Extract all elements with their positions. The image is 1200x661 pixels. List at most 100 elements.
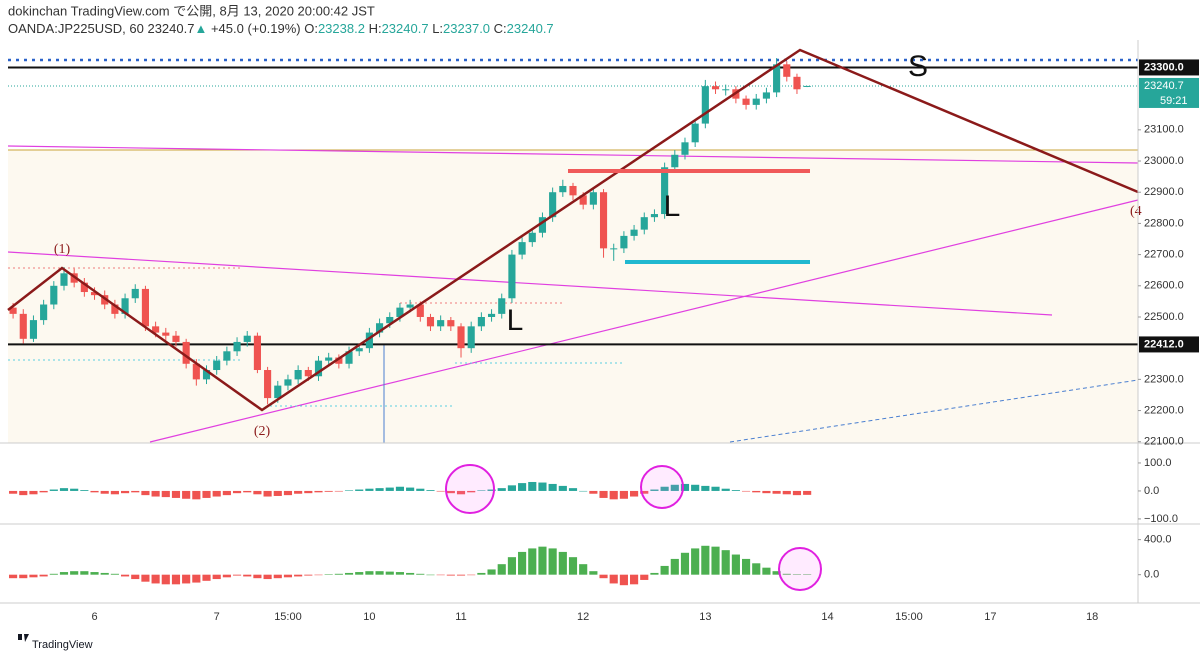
candle-body bbox=[294, 370, 302, 380]
candle-body bbox=[671, 154, 679, 168]
histogram-bar bbox=[711, 486, 720, 491]
histogram-bar bbox=[650, 572, 659, 575]
x-tick-label: 14 bbox=[821, 611, 833, 623]
change: +45.0 (+0.19%) bbox=[211, 21, 301, 36]
candle-body bbox=[711, 86, 720, 90]
histogram-bar bbox=[497, 488, 506, 491]
histogram-bar bbox=[141, 574, 150, 582]
ohlc-k: O: bbox=[304, 21, 318, 36]
histogram-bar bbox=[680, 552, 690, 575]
histogram-bar bbox=[232, 490, 242, 494]
candle-body bbox=[599, 192, 608, 249]
histogram-bar bbox=[416, 488, 425, 491]
histogram-bar bbox=[518, 551, 527, 575]
histogram-bar bbox=[731, 490, 740, 491]
histogram-bar bbox=[609, 574, 618, 584]
histogram-bar bbox=[752, 563, 761, 575]
histogram-bar bbox=[558, 551, 567, 575]
y-tick-label: 400.0 bbox=[1144, 534, 1172, 546]
histogram-bar bbox=[192, 490, 201, 500]
candle-body bbox=[406, 304, 414, 308]
histogram-bar bbox=[762, 490, 771, 494]
histogram-bar bbox=[619, 490, 628, 499]
histogram-bar bbox=[283, 574, 293, 578]
histogram-bar bbox=[182, 490, 191, 499]
histogram-bar bbox=[121, 490, 130, 494]
y-tick-label: 22600.0 bbox=[1144, 280, 1184, 292]
trend-line bbox=[7, 145, 1139, 164]
histogram-bar bbox=[59, 572, 69, 575]
ohlc-v: 23240.7 bbox=[382, 21, 429, 36]
candle-body bbox=[803, 85, 811, 87]
candle-body bbox=[681, 142, 689, 155]
candle-body bbox=[213, 360, 221, 371]
wave-line bbox=[7, 48, 1139, 412]
histogram-bar bbox=[202, 490, 211, 498]
histogram-bar bbox=[395, 486, 405, 491]
histogram-bar bbox=[212, 574, 221, 580]
histogram-bar bbox=[80, 490, 89, 491]
logo bbox=[8, 634, 29, 642]
histogram-bar bbox=[701, 545, 710, 575]
histogram-bar bbox=[579, 564, 588, 575]
histogram-bar bbox=[324, 574, 333, 575]
candle-body bbox=[172, 335, 180, 342]
y-tick-label: 23100.0 bbox=[1144, 124, 1184, 136]
y-tick-label: 22300.0 bbox=[1144, 373, 1184, 385]
candle-body bbox=[355, 348, 363, 352]
annotation: S bbox=[908, 50, 928, 83]
histogram-bar bbox=[711, 546, 720, 575]
histogram-bar bbox=[39, 574, 48, 577]
wave-label: (1) bbox=[54, 242, 71, 257]
x-tick-label: 6 bbox=[91, 611, 97, 623]
histogram-bar bbox=[365, 488, 374, 491]
histogram-bar bbox=[171, 574, 181, 585]
histogram-bar bbox=[406, 487, 415, 491]
histogram-bar bbox=[670, 558, 679, 575]
x-tick-label: 15:00 bbox=[274, 611, 302, 623]
last-price-box bbox=[1139, 77, 1199, 108]
candle-body bbox=[457, 326, 465, 349]
histogram-bar bbox=[599, 574, 608, 579]
x-tick-label: 18 bbox=[1086, 611, 1098, 623]
histogram-bar bbox=[232, 574, 242, 576]
ohlc-v: 23237.0 bbox=[443, 21, 490, 36]
candle-body bbox=[365, 332, 373, 349]
histogram-bar bbox=[630, 490, 639, 497]
histogram-bar bbox=[90, 490, 99, 493]
histogram-bar bbox=[161, 574, 170, 585]
histogram-bar bbox=[619, 574, 628, 586]
histogram-bar bbox=[90, 572, 99, 575]
y-tick-label: 100.0 bbox=[1144, 457, 1172, 469]
candle-body bbox=[416, 304, 424, 317]
histogram-bar bbox=[507, 557, 516, 575]
candle-body bbox=[192, 363, 200, 380]
histogram-bar bbox=[161, 490, 170, 498]
candle-body bbox=[630, 229, 638, 236]
x-tick-label: 13 bbox=[699, 611, 711, 623]
candle-body bbox=[162, 332, 170, 336]
candle-body bbox=[783, 64, 791, 77]
y-tick-label: 22500.0 bbox=[1144, 311, 1184, 323]
histogram-bar bbox=[721, 488, 730, 491]
histogram-bar bbox=[283, 490, 293, 496]
symbol: OANDA:JP225USD, 60 bbox=[8, 21, 144, 36]
candle-body bbox=[141, 288, 149, 327]
ohlc-v: 23240.7 bbox=[507, 21, 554, 36]
histogram-bar bbox=[650, 489, 659, 491]
histogram-bar bbox=[253, 574, 262, 579]
histogram-bar bbox=[59, 488, 69, 491]
candle-body bbox=[701, 86, 709, 124]
candle-body bbox=[233, 341, 241, 352]
histogram-bar bbox=[39, 490, 48, 493]
histogram-bar bbox=[182, 574, 191, 584]
histogram-bar bbox=[762, 567, 771, 575]
histogram-bar bbox=[426, 574, 435, 576]
histogram-bar bbox=[579, 490, 588, 492]
candle-body bbox=[50, 285, 58, 305]
histogram-bar bbox=[80, 571, 89, 575]
wave-label: (2) bbox=[254, 424, 271, 439]
candle-body bbox=[742, 98, 750, 105]
histogram-bar bbox=[518, 483, 527, 491]
histogram-bar bbox=[70, 488, 79, 491]
